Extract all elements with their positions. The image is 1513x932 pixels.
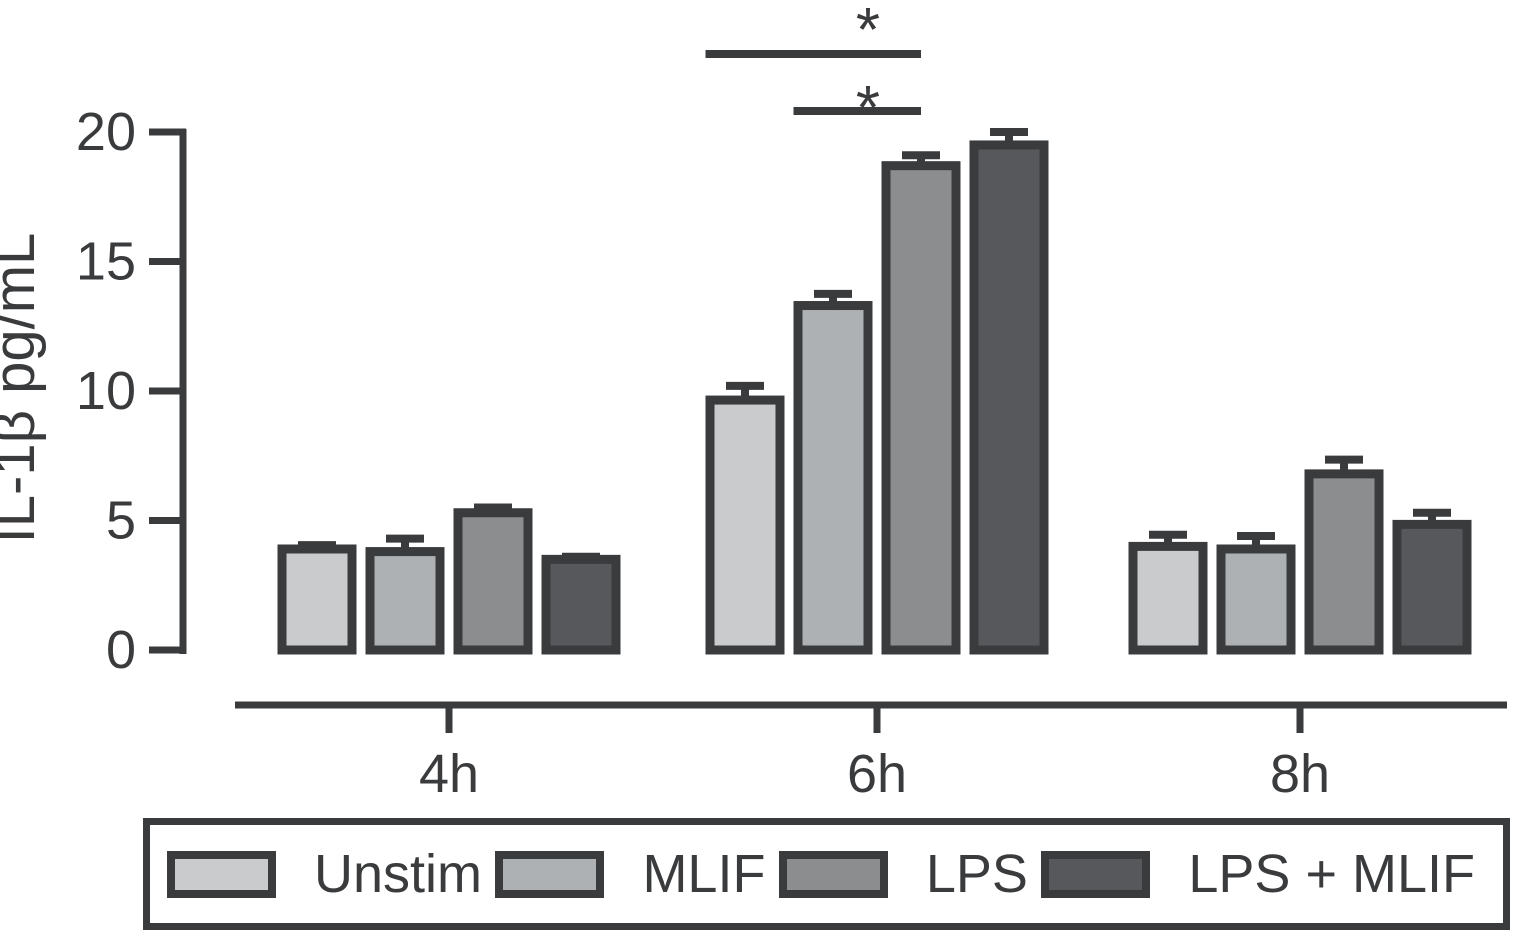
legend-swatch-lps-mlif [1041, 850, 1151, 898]
significance-star-1: * [856, 0, 880, 65]
chart-generated-content: 0 5 10 15 20 4h 6h 8h * * [76, 0, 1507, 804]
bar-lps-8h [1304, 469, 1384, 655]
bar-lps-mlif-4h [541, 554, 621, 655]
y-tick-label-0: 0 [106, 620, 136, 680]
bar-lps-mlif-6h [969, 140, 1049, 655]
bar-lps-6h [881, 161, 961, 655]
bar-mlif-6h [793, 301, 873, 655]
legend-label-mlif: MLIF [642, 844, 766, 904]
legend: Unstim MLIF LPS LPS + MLIF [143, 818, 1510, 930]
bar-lps-mlif-8h [1392, 519, 1472, 655]
legend-item-mlif: MLIF [495, 843, 765, 905]
y-tick-label-10: 10 [76, 361, 136, 421]
significance-star-2: * [856, 74, 880, 143]
y-axis-title: IL-1β pg/mL [0, 233, 47, 544]
bar-lps-4h [453, 508, 533, 655]
bar-unstim-8h [1128, 541, 1208, 655]
legend-label-unstim: Unstim [314, 844, 483, 904]
x-tick-label-8h: 8h [1270, 744, 1330, 804]
legend-swatch-mlif [495, 850, 605, 898]
legend-item-unstim: Unstim [167, 843, 482, 905]
x-tick-label-4h: 4h [419, 744, 479, 804]
bar-mlif-4h [365, 547, 445, 655]
legend-swatch-lps [778, 850, 888, 898]
legend-label-lps: LPS [925, 844, 1028, 904]
chart-canvas: IL-1β pg/mL 0 5 10 15 20 4h 6h 8h * * [0, 0, 1507, 804]
y-tick-label-5: 5 [106, 491, 136, 551]
y-tick-label-20: 20 [76, 102, 136, 162]
legend-swatch-unstim [167, 850, 276, 898]
legend-item-lps: LPS [778, 843, 1028, 905]
bar-mlif-8h [1216, 544, 1296, 655]
legend-label-lps-mlif: LPS + MLIF [1188, 844, 1475, 904]
x-tick-label-6h: 6h [847, 744, 907, 804]
legend-item-lps-mlif: LPS + MLIF [1041, 843, 1475, 905]
y-tick-label-15: 15 [76, 232, 136, 292]
bar-unstim-4h [277, 544, 357, 655]
bar-unstim-6h [705, 395, 785, 655]
